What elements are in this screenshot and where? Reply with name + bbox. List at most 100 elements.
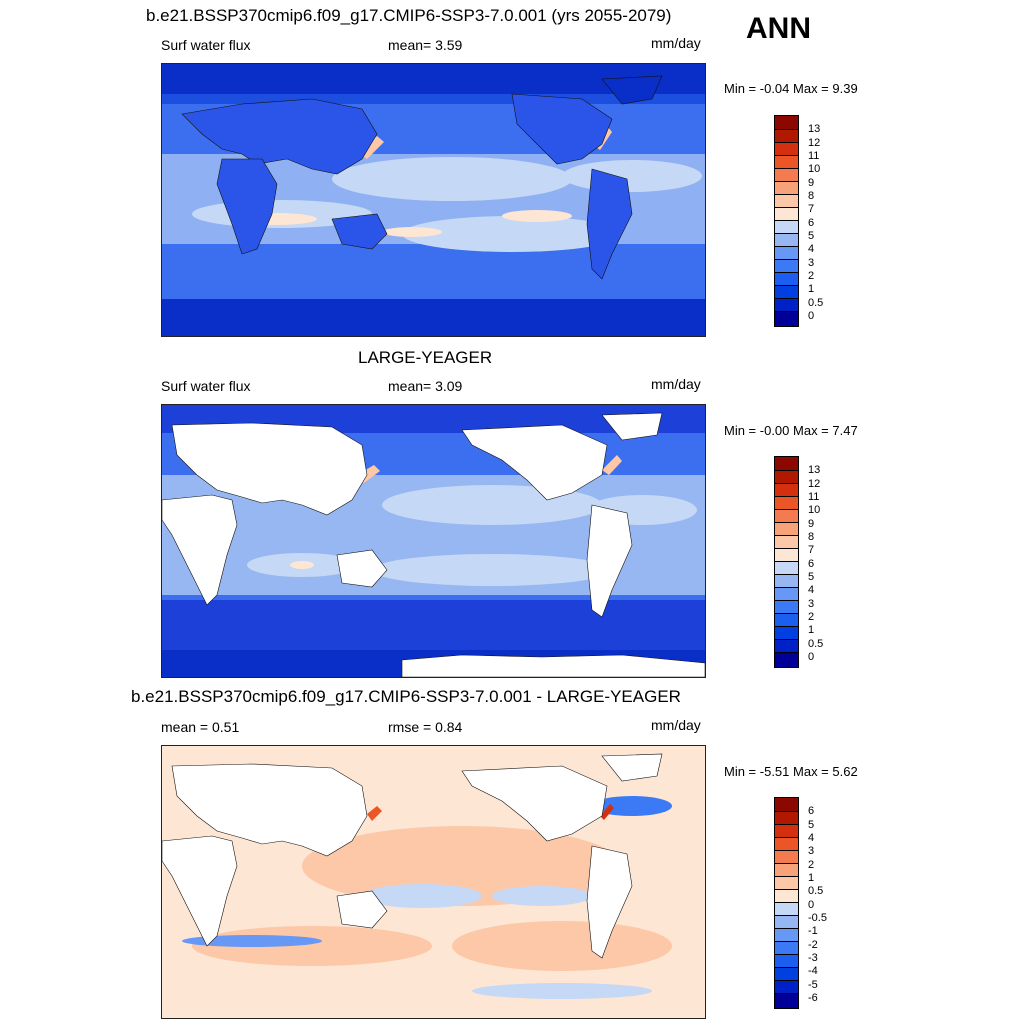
colorbar-swatch xyxy=(775,273,798,286)
colorbar-tick: 4 xyxy=(808,584,815,596)
panel-3-title: b.e21.BSSP370cmip6.f09_g17.CMIP6-SSP3-7.… xyxy=(131,687,681,706)
colorbar-swatch xyxy=(775,798,798,812)
colorbar-tick: 7 xyxy=(808,544,815,556)
colorbar-tick: 1 xyxy=(808,283,815,295)
panel-1-minmax: Min = -0.04 Max = 9.39 xyxy=(724,81,858,96)
colorbar-swatch xyxy=(775,812,798,825)
panel-2-colorbar xyxy=(774,456,799,668)
colorbar-swatch xyxy=(775,116,798,130)
colorbar-swatch xyxy=(775,510,798,523)
season-label: ANN xyxy=(746,12,811,45)
colorbar-tick: 6 xyxy=(808,217,815,229)
colorbar-tick: 11 xyxy=(808,491,820,503)
colorbar-tick: 3 xyxy=(808,598,815,610)
colorbar-tick: -6 xyxy=(808,992,818,1004)
colorbar-tick: 12 xyxy=(808,137,821,149)
colorbar-tick: 1 xyxy=(808,624,815,636)
colorbar-tick: -2 xyxy=(808,939,818,951)
panel-1-map xyxy=(161,63,706,337)
colorbar-swatch xyxy=(775,471,798,484)
colorbar-swatch xyxy=(775,916,798,929)
colorbar-swatch xyxy=(775,903,798,916)
colorbar-tick: 0.5 xyxy=(808,297,824,309)
colorbar-tick: 12 xyxy=(808,478,821,490)
panel-1-title: b.e21.BSSP370cmip6.f09_g17.CMIP6-SSP3-7.… xyxy=(146,6,672,25)
colorbar-swatch xyxy=(775,234,798,247)
panel-3-map xyxy=(161,745,706,1019)
colorbar-tick: 2 xyxy=(808,611,815,623)
colorbar-tick: 0 xyxy=(808,310,815,322)
colorbar-tick: 1 xyxy=(808,872,815,884)
colorbar-swatch xyxy=(775,627,798,640)
panel-3-minmax: Min = -5.51 Max = 5.62 xyxy=(724,764,858,779)
colorbar-swatch xyxy=(775,955,798,968)
colorbar-swatch xyxy=(775,497,798,510)
colorbar-swatch xyxy=(775,614,798,627)
colorbar-tick: -5 xyxy=(808,979,818,991)
panel-3-mean-label: mean = 0.51 xyxy=(161,719,240,735)
colorbar-tick: 5 xyxy=(808,819,815,831)
colorbar-tick: 13 xyxy=(808,123,821,135)
panel-1-mean-label: mean= 3.59 xyxy=(388,37,463,53)
panel-1-colorbar xyxy=(774,115,799,327)
colorbar-tick: 0.5 xyxy=(808,638,824,650)
colorbar-swatch xyxy=(775,588,798,601)
colorbar-tick: 2 xyxy=(808,859,815,871)
panel-1-units: mm/day xyxy=(651,35,701,51)
colorbar-tick: 9 xyxy=(808,518,815,530)
colorbar-swatch xyxy=(775,825,798,838)
colorbar-swatch xyxy=(775,929,798,942)
colorbar-swatch xyxy=(775,195,798,208)
colorbar-tick: 5 xyxy=(808,571,815,583)
colorbar-swatch xyxy=(775,640,798,653)
colorbar-swatch xyxy=(775,851,798,864)
panel-3-rmse-label: rmse = 0.84 xyxy=(388,719,463,735)
colorbar-tick: 2 xyxy=(808,270,815,282)
colorbar-swatch xyxy=(775,575,798,588)
colorbar-swatch xyxy=(775,838,798,851)
colorbar-swatch xyxy=(775,549,798,562)
colorbar-swatch xyxy=(775,221,798,234)
colorbar-tick: 7 xyxy=(808,203,815,215)
colorbar-swatch xyxy=(775,143,798,156)
colorbar-tick: 0 xyxy=(808,899,815,911)
colorbar-swatch xyxy=(775,601,798,614)
colorbar-tick: 13 xyxy=(808,464,821,476)
colorbar-tick: 9 xyxy=(808,177,815,189)
colorbar-tick: 3 xyxy=(808,845,815,857)
colorbar-swatch xyxy=(775,312,798,326)
colorbar-swatch xyxy=(775,942,798,955)
colorbar-swatch xyxy=(775,653,798,667)
colorbar-tick: 4 xyxy=(808,832,815,844)
colorbar-swatch xyxy=(775,877,798,890)
colorbar-swatch xyxy=(775,484,798,497)
colorbar-swatch xyxy=(775,299,798,312)
colorbar-swatch xyxy=(775,457,798,471)
colorbar-swatch xyxy=(775,523,798,536)
colorbar-swatch xyxy=(775,208,798,221)
colorbar-tick: 0.5 xyxy=(808,885,824,897)
panel-2-minmax: Min = -0.00 Max = 7.47 xyxy=(724,423,858,438)
colorbar-swatch xyxy=(775,286,798,299)
colorbar-tick: -3 xyxy=(808,952,818,964)
panel-3-colorbar xyxy=(774,797,799,1009)
colorbar-swatch xyxy=(775,156,798,169)
colorbar-tick: -1 xyxy=(808,925,818,937)
colorbar-tick: 5 xyxy=(808,230,815,242)
panel-2-variable-label: Surf water flux xyxy=(161,378,251,394)
colorbar-tick: -4 xyxy=(808,965,818,977)
panel-2-title: LARGE-YEAGER xyxy=(358,348,493,367)
colorbar-swatch xyxy=(775,562,798,575)
colorbar-swatch xyxy=(775,130,798,143)
colorbar-swatch xyxy=(775,968,798,981)
colorbar-swatch xyxy=(775,182,798,195)
panel-2-map xyxy=(161,404,706,678)
colorbar-swatch xyxy=(775,169,798,182)
colorbar-swatch xyxy=(775,994,798,1008)
colorbar-tick: 6 xyxy=(808,805,815,817)
colorbar-tick: 8 xyxy=(808,531,815,543)
colorbar-tick: 4 xyxy=(808,243,815,255)
colorbar-tick: -0.5 xyxy=(808,912,827,924)
colorbar-tick: 10 xyxy=(808,163,821,175)
colorbar-swatch xyxy=(775,247,798,260)
